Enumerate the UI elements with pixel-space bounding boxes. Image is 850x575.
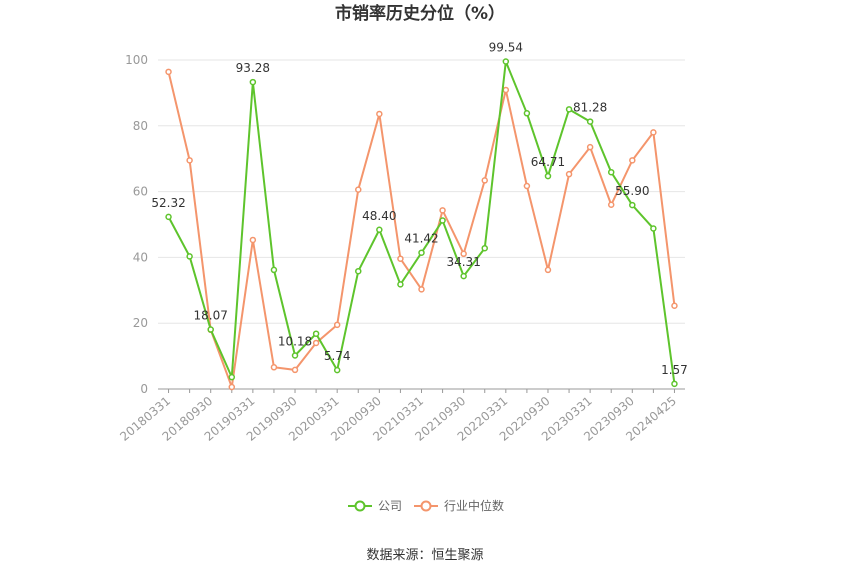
data-point: [650, 225, 657, 232]
data-label: 52.32: [151, 196, 185, 210]
legend-label: 行业中位数: [444, 498, 504, 513]
data-point: [312, 330, 320, 337]
data-point: [376, 110, 383, 118]
legend-item-1[interactable]: 行业中位数: [414, 498, 504, 513]
data-point: [270, 266, 278, 274]
legend-label: 公司: [378, 499, 402, 513]
data-label: 64.71: [531, 155, 565, 169]
y-tick-label: 40: [133, 250, 148, 264]
data-point: [249, 78, 257, 86]
data-point: [586, 143, 594, 151]
data-point: [165, 213, 172, 221]
data-label: 5.74: [324, 349, 351, 363]
data-label: 1.57: [661, 363, 688, 377]
source-note: 数据来源：恒生聚源: [366, 548, 483, 563]
data-label: 48.40: [362, 209, 396, 223]
legend-marker: [420, 500, 432, 512]
data-point: [607, 168, 615, 176]
data-point: [291, 352, 299, 359]
data-point: [671, 302, 678, 310]
data-point: [228, 383, 236, 391]
data-point: [186, 253, 193, 260]
data-point: [397, 281, 404, 288]
data-point: [544, 172, 552, 180]
data-point: [671, 380, 678, 388]
data-point: [418, 249, 425, 256]
data-label: 10.18: [278, 335, 312, 349]
series-1: [165, 68, 678, 391]
data-point: [270, 364, 278, 371]
data-point: [565, 170, 573, 178]
y-axis: 0 20 40 60 80 100: [125, 53, 148, 396]
chart-title: 市销率历史分位（%）: [335, 3, 505, 24]
data-point: [418, 286, 425, 293]
y-tick-label: 0: [140, 382, 148, 396]
data-point: [312, 339, 320, 347]
data-point: [607, 201, 615, 209]
data-point: [629, 157, 636, 164]
legend-item-0[interactable]: 公司: [348, 499, 402, 513]
data-point: [228, 373, 236, 381]
data-labels: 52.32 18.07 93.28 10.18 5.74 48.40 41.42 34.31 9…: [151, 41, 687, 377]
data-point: [460, 272, 467, 280]
data-point: [165, 68, 172, 76]
legend-marker: [354, 500, 366, 512]
data-point: [523, 182, 531, 190]
data-label: 81.28: [573, 101, 607, 115]
data-point: [481, 177, 488, 184]
data-point: [439, 207, 446, 214]
y-tick-label: 100: [125, 53, 148, 67]
data-point: [544, 266, 552, 274]
legend[interactable]: 公司 行业中位数: [348, 498, 504, 513]
y-tick-label: 60: [133, 185, 148, 199]
data-point: [333, 366, 341, 374]
data-point: [565, 106, 573, 113]
data-point: [502, 86, 510, 94]
data-label: 18.07: [194, 309, 228, 323]
data-label: 34.31: [446, 255, 480, 269]
data-point: [355, 186, 362, 193]
data-label: 55.90: [615, 184, 649, 198]
y-tick-label: 20: [133, 316, 148, 330]
data-point: [502, 58, 510, 65]
data-point: [586, 118, 594, 125]
data-label: 99.54: [489, 41, 523, 55]
data-label: 41.42: [404, 232, 438, 246]
data-point: [397, 255, 404, 262]
data-point: [481, 244, 488, 252]
data-point: [333, 321, 341, 329]
data-point: [355, 267, 362, 275]
data-point: [650, 129, 657, 136]
data-point: [629, 201, 636, 209]
series-group: [165, 58, 678, 391]
data-point: [291, 366, 299, 374]
data-point: [207, 326, 214, 333]
data-label: 93.28: [236, 61, 270, 75]
y-tick-label: 80: [133, 119, 148, 133]
series-0: [165, 58, 678, 388]
data-point: [376, 226, 383, 234]
data-point: [460, 250, 467, 258]
data-point: [249, 236, 257, 244]
data-point: [523, 110, 531, 117]
series-line: [167, 71, 676, 388]
data-point: [439, 217, 446, 224]
data-point: [186, 157, 193, 164]
x-axis: 2018033120180930201903312019093020200331…: [117, 388, 685, 444]
